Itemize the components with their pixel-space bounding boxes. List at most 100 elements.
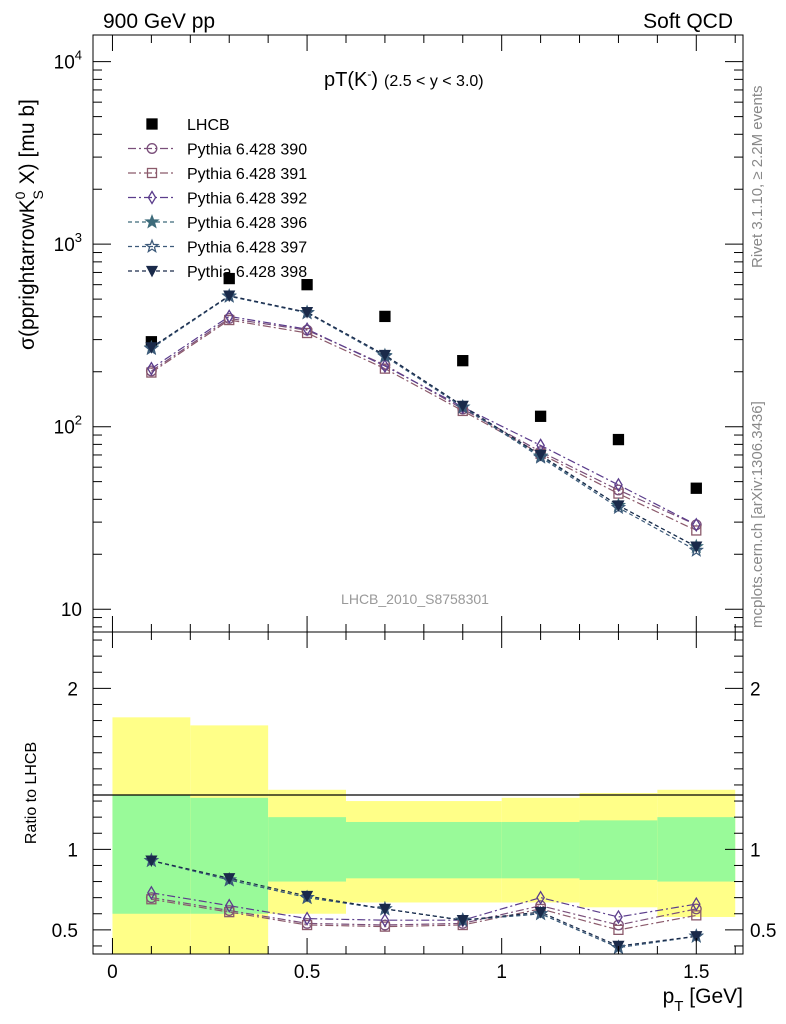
x-tick-label: 1.5: [683, 962, 709, 983]
legend-label-p397: Pythia 6.428 397: [187, 240, 307, 257]
legend-label-p392: Pythia 6.428 392: [187, 191, 307, 208]
main-point-p391: [691, 525, 702, 536]
legend-label-p390: Pythia 6.428 390: [187, 142, 307, 159]
ratio-panel: 0.5 0.5 1 1 2 2 0 0.5 1 1.5 Ratio to LHCB pT [GeV…: [23, 631, 777, 1015]
ratio-point-p392: [691, 896, 701, 912]
header-left-label: 900 GeV pp: [103, 10, 215, 33]
ratio-point-p391: [379, 921, 391, 932]
ratio-point-p398: [378, 903, 391, 916]
ratio-inner-band: [657, 817, 736, 882]
main-point-data: [223, 272, 235, 285]
legend: LHCB Pythia 6.428 390 Pythia 6.428 391 Pyth…: [128, 117, 307, 281]
ratio-inner-band: [190, 797, 269, 914]
legend-marker-p391: [146, 167, 158, 179]
main-point-p392: [614, 477, 623, 493]
ratio-point-p392: [302, 911, 312, 926]
main-point-p398: [223, 290, 236, 303]
legend-marker-p396: [144, 213, 160, 229]
legend-marker-p398: [145, 265, 159, 278]
ratio-point-p398: [456, 915, 469, 927]
main-point-data: [534, 410, 547, 422]
main-point-p391: [224, 314, 235, 326]
legend-marker-p390: [146, 143, 158, 154]
ratio-point-p392: [224, 898, 234, 913]
ratio-point-p391: [301, 919, 313, 931]
ratio-line-p392: [151, 892, 697, 921]
ratio-point-p391: [613, 924, 624, 935]
ratio-panel-tick-labels: 0.5 0.5 1 1 2 2 0 0.5 1 1.5: [52, 679, 777, 983]
analysis-id-label: LHCB_2010_S8758301: [341, 591, 489, 607]
x-tick-label: 0: [107, 962, 118, 983]
legend-item-p398: Pythia 6.428 398: [128, 264, 307, 281]
main-point-p392: [691, 517, 701, 533]
ratio-lines: [151, 860, 697, 949]
main-point-data: [612, 433, 625, 446]
ratio-panel-uncertainty-bands: [112, 717, 736, 954]
main-point-data: [690, 482, 702, 494]
main-point-data: [301, 279, 313, 291]
ratio-point-p398: [534, 906, 547, 919]
ratio-inner-band: [345, 821, 502, 879]
legend-item-p397: Pythia 6.428 397: [128, 238, 307, 257]
ratio-y-tick-label-right: 1: [750, 840, 761, 861]
ratio-point-p398: [690, 931, 703, 943]
legend-item-p392: Pythia 6.428 392: [128, 190, 307, 208]
main-line-p397: [151, 295, 697, 551]
legend-label-p391: Pythia 6.428 391: [187, 166, 307, 183]
main-y-tick-label: 104: [54, 48, 82, 74]
legend-marker-p392: [147, 190, 157, 205]
main-panel-y-tick-labels: 10 102 103 104: [54, 48, 82, 622]
ratio-point-p392: [380, 912, 390, 928]
main-panel-y-axis-label: σ(pprightarrowK0 S X) [mu b]: [12, 99, 46, 350]
legend-label-data: LHCB: [187, 117, 230, 134]
ratio-line-p390: [151, 897, 697, 926]
main-point-p398: [145, 342, 158, 354]
main-point-p398: [612, 500, 625, 512]
main-point-p398: [378, 349, 391, 362]
x-axis-label: pT [GeV]: [663, 985, 743, 1015]
ratio-panel-ticks: [93, 632, 743, 954]
main-point-p392: [224, 309, 234, 324]
main-point-p391: [301, 327, 313, 339]
ratio-inner-band: [501, 821, 580, 879]
main-panel-series: [143, 272, 704, 557]
main-line-p391: [151, 319, 697, 532]
legend-label-p398: Pythia 6.428 398: [187, 264, 307, 281]
legend-item-data: LHCB: [146, 117, 230, 134]
main-panel-ticks: [93, 35, 743, 632]
ratio-inner-band: [579, 820, 658, 880]
main-panel: 10 102 103 104 pT(K-) (2.5 < y < 3.0) σ(ppri…: [12, 34, 744, 633]
main-point-data: [379, 310, 391, 323]
rivet-version-label: Rivet 3.1.10, ≥ 2.2M events: [749, 86, 766, 269]
main-y-tick-label: 10: [61, 600, 82, 621]
main-point-p392: [147, 361, 156, 376]
ratio-point-p392: [536, 890, 545, 905]
main-point-data: [457, 355, 469, 367]
main-point-p392: [302, 321, 312, 337]
legend-marker-data: [146, 118, 158, 130]
legend-marker-p397: [144, 238, 160, 254]
main-point-p391: [146, 367, 157, 378]
ratio-point-p398: [223, 873, 236, 885]
main-y-tick-label: 103: [54, 230, 82, 256]
ratio-point-p391: [146, 894, 157, 905]
mcplots-source-label: mcplots.cern.ch [arXiv:1306.3436]: [749, 401, 766, 628]
ratio-point-p392: [614, 909, 623, 925]
ratio-line-p391: [151, 898, 697, 931]
main-point-p398: [690, 541, 703, 554]
ratio-point-p392: [147, 885, 156, 901]
legend-item-p396: Pythia 6.428 396: [128, 213, 307, 232]
ratio-y-tick-label: 0.5: [52, 921, 78, 942]
main-panel-title: pT(K-) (2.5 < y < 3.0): [324, 67, 484, 91]
header-right-label: Soft QCD: [643, 10, 733, 33]
legend-label-p396: Pythia 6.428 396: [187, 215, 307, 232]
legend-item-p391: Pythia 6.428 391: [128, 166, 307, 183]
ratio-y-tick-label-right: 2: [750, 679, 761, 700]
ratio-line-p397: [151, 860, 697, 949]
ratio-panel-frame: [92, 631, 744, 955]
ratio-point-p398: [145, 855, 158, 868]
main-line-p390: [151, 317, 697, 526]
main-point-p398: [300, 307, 314, 319]
ratio-y-tick-label-right: 0.5: [750, 921, 776, 942]
main-point-p392: [380, 358, 390, 374]
